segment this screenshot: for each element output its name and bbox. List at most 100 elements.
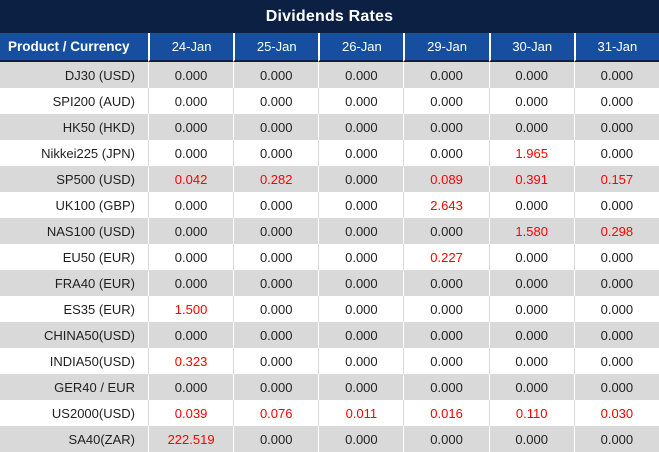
table-row: FRA40 (EUR) 0.000 0.000 0.000 0.000 0.000 0.00…	[0, 270, 659, 296]
rate-value: 0.298	[573, 218, 659, 244]
rate-value: 0.227	[403, 244, 489, 270]
rate-value: 1.965	[488, 140, 574, 166]
product-label: EU50 (EUR)	[0, 244, 148, 270]
rate-value: 0.000	[403, 348, 489, 374]
rate-value: 0.000	[318, 426, 404, 452]
table-row: SA40(ZAR) 222.519 0.000 0.000 0.000 0.000 0.00…	[0, 426, 659, 452]
rate-value: 0.000	[233, 114, 319, 140]
rate-value: 0.000	[403, 62, 489, 88]
rate-value: 0.000	[488, 114, 574, 140]
rate-value: 0.016	[403, 400, 489, 426]
rate-value: 0.000	[573, 426, 659, 452]
rate-value: 0.000	[318, 322, 404, 348]
rate-value: 0.000	[233, 296, 319, 322]
table-row: GER40 / EUR 0.000 0.000 0.000 0.000 0.000 0.00…	[0, 374, 659, 400]
rate-value: 0.000	[318, 192, 404, 218]
rate-value: 222.519	[148, 426, 234, 452]
rate-value: 0.000	[403, 218, 489, 244]
rate-value: 0.000	[403, 88, 489, 114]
product-label: CHINA50(USD)	[0, 322, 148, 348]
rate-value: 0.000	[318, 270, 404, 296]
rate-value: 0.000	[148, 140, 234, 166]
rate-value: 0.000	[233, 140, 319, 166]
table-row: UK100 (GBP) 0.000 0.000 0.000 2.643 0.000 0.00…	[0, 192, 659, 218]
table-row: US2000(USD) 0.039 0.076 0.011 0.016 0.110 0.03…	[0, 400, 659, 426]
rate-value: 0.076	[233, 400, 319, 426]
rate-value: 0.000	[233, 374, 319, 400]
rate-value: 0.000	[318, 166, 404, 192]
rate-value: 0.000	[233, 192, 319, 218]
product-label: NAS100 (USD)	[0, 218, 148, 244]
rate-value: 0.000	[403, 322, 489, 348]
rate-value: 0.039	[148, 400, 234, 426]
rate-value: 0.042	[148, 166, 234, 192]
table-header-row: Product / Currency 24-Jan 25-Jan 26-Jan …	[0, 33, 659, 62]
rate-value: 0.000	[233, 348, 319, 374]
product-label: UK100 (GBP)	[0, 192, 148, 218]
product-label: FRA40 (EUR)	[0, 270, 148, 296]
rate-value: 0.000	[148, 62, 234, 88]
table-row: SPI200 (AUD) 0.000 0.000 0.000 0.000 0.000 0.0…	[0, 88, 659, 114]
rate-value: 0.000	[403, 270, 489, 296]
column-header-date-1: 24-Jan	[148, 33, 234, 62]
rate-value: 0.000	[488, 322, 574, 348]
rate-value: 0.000	[148, 270, 234, 296]
rate-value: 0.000	[233, 426, 319, 452]
column-header-date-3: 26-Jan	[318, 33, 404, 62]
table-row: INDIA50(USD) 0.323 0.000 0.000 0.000 0.000 0.0…	[0, 348, 659, 374]
rate-value: 0.000	[573, 88, 659, 114]
rate-value: 0.323	[148, 348, 234, 374]
rate-value: 0.000	[488, 426, 574, 452]
rate-value: 0.000	[148, 244, 234, 270]
column-header-date-2: 25-Jan	[233, 33, 319, 62]
rate-value: 0.000	[573, 244, 659, 270]
rate-value: 0.000	[318, 114, 404, 140]
rate-value: 0.000	[318, 348, 404, 374]
rate-value: 1.580	[488, 218, 574, 244]
rate-value: 0.000	[573, 140, 659, 166]
rate-value: 0.000	[403, 426, 489, 452]
rate-value: 0.000	[318, 140, 404, 166]
rate-value: 0.000	[573, 62, 659, 88]
product-label: SPI200 (AUD)	[0, 88, 148, 114]
table-row: HK50 (HKD) 0.000 0.000 0.000 0.000 0.000 0.000	[0, 114, 659, 140]
table-row: ES35 (EUR) 1.500 0.000 0.000 0.000 0.000 0.000	[0, 296, 659, 322]
column-header-date-6: 31-Jan	[573, 33, 659, 62]
page-title: Dividends Rates	[265, 7, 394, 25]
rate-value: 0.000	[233, 244, 319, 270]
product-label: HK50 (HKD)	[0, 114, 148, 140]
rate-value: 0.000	[148, 322, 234, 348]
rate-value: 0.000	[488, 88, 574, 114]
rate-value: 0.000	[488, 270, 574, 296]
rate-value: 0.011	[318, 400, 404, 426]
rate-value: 0.000	[233, 322, 319, 348]
product-label: Nikkei225 (JPN)	[0, 140, 148, 166]
product-label: SP500 (USD)	[0, 166, 148, 192]
rate-value: 0.000	[573, 296, 659, 322]
column-header-product-currency: Product / Currency	[0, 33, 148, 62]
rate-value: 0.000	[318, 296, 404, 322]
rate-value: 0.000	[488, 296, 574, 322]
rate-value: 0.000	[573, 192, 659, 218]
product-label: GER40 / EUR	[0, 374, 148, 400]
product-label: DJ30 (USD)	[0, 62, 148, 88]
table-body: DJ30 (USD) 0.000 0.000 0.000 0.000 0.000 0.000…	[0, 62, 659, 452]
rate-value: 0.000	[573, 374, 659, 400]
rate-value: 0.157	[573, 166, 659, 192]
rate-value: 0.000	[403, 374, 489, 400]
rate-value: 0.000	[403, 296, 489, 322]
rate-value: 0.000	[148, 192, 234, 218]
title-bar: Dividends Rates	[0, 0, 659, 33]
product-label: SA40(ZAR)	[0, 426, 148, 452]
rate-value: 0.000	[488, 62, 574, 88]
rate-value: 0.000	[318, 62, 404, 88]
rate-value: 0.000	[573, 270, 659, 296]
rate-value: 0.110	[488, 400, 574, 426]
table-row: NAS100 (USD) 0.000 0.000 0.000 0.000 1.580 0.2…	[0, 218, 659, 244]
table-row: CHINA50(USD) 0.000 0.000 0.000 0.000 0.000 0.0…	[0, 322, 659, 348]
rate-value: 1.500	[148, 296, 234, 322]
rate-value: 0.000	[488, 192, 574, 218]
rate-value: 0.000	[318, 374, 404, 400]
rate-value: 0.282	[233, 166, 319, 192]
